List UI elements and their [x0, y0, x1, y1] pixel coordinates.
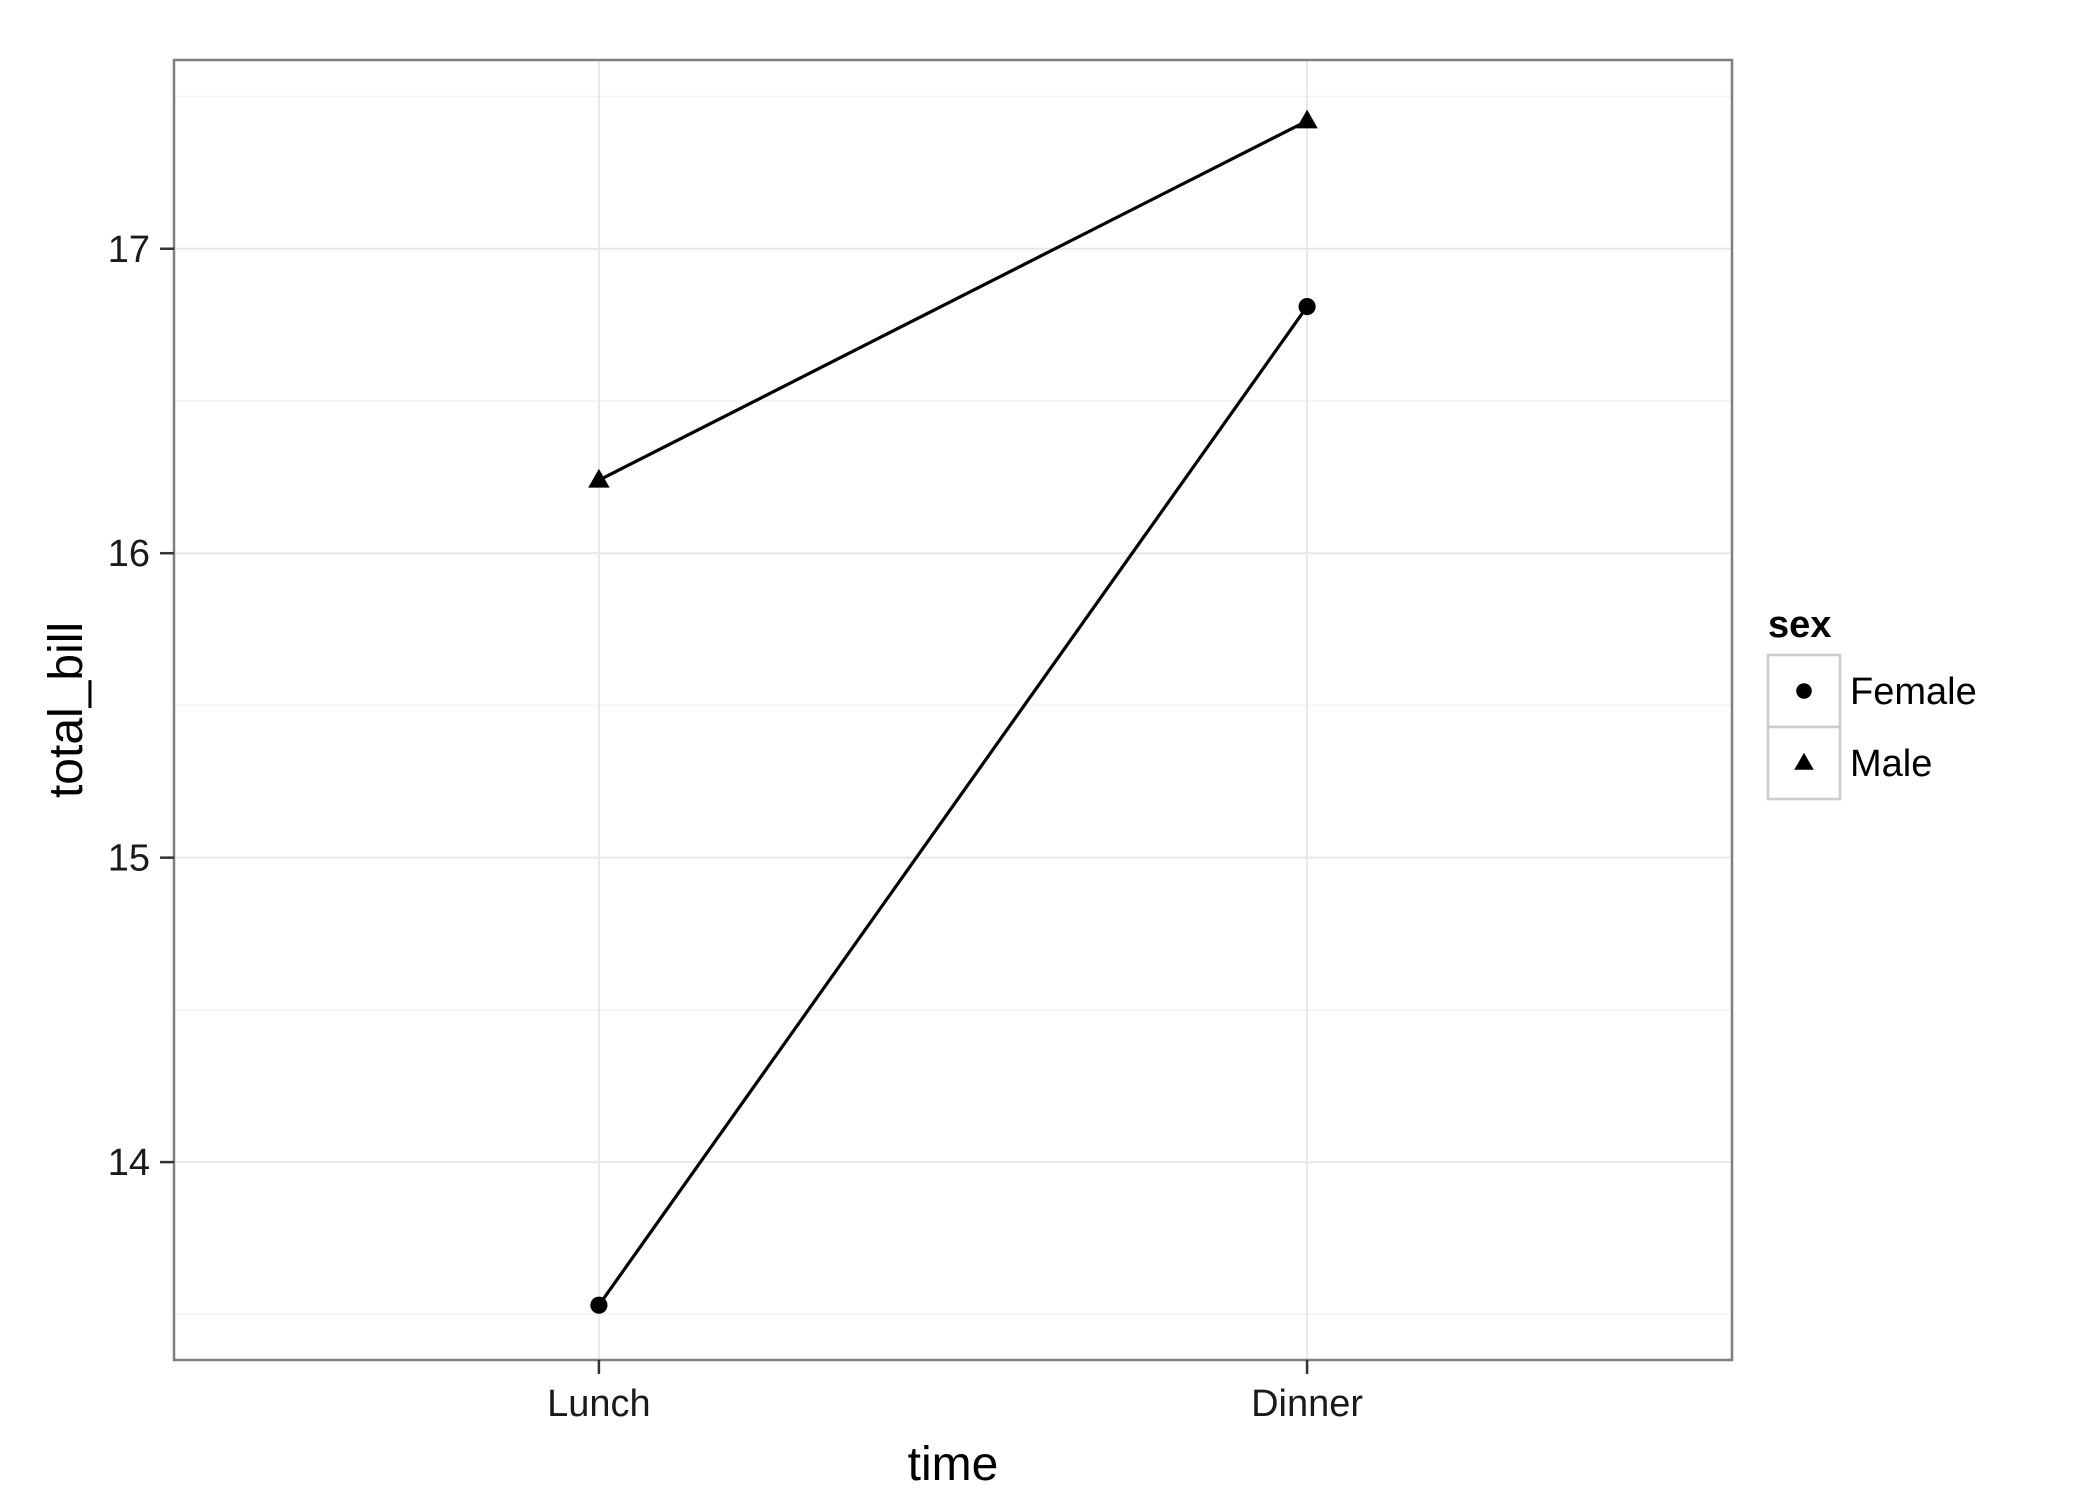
- x-tick-label: Lunch: [547, 1383, 651, 1425]
- y-tick-label: 17: [108, 229, 150, 271]
- minor-gridlines: [174, 95, 1732, 1316]
- legend-label-male: Male: [1850, 743, 1932, 785]
- x-axis-title: time: [908, 1438, 999, 1491]
- legend-label-female: Female: [1850, 671, 1977, 713]
- data-point-female: [590, 1296, 608, 1314]
- y-tick-label: 15: [108, 838, 150, 880]
- axis-ticks: [160, 247, 1309, 1374]
- series-line-male: [598, 119, 1308, 482]
- data-point-female: [1298, 298, 1316, 316]
- series-layer: [588, 109, 1318, 1314]
- y-tick-label: 14: [108, 1142, 150, 1184]
- legend-title: sex: [1768, 604, 1831, 646]
- major-gridlines: [174, 60, 1732, 1360]
- x-tick-label: Dinner: [1251, 1383, 1363, 1425]
- legend-symbol-male: [1794, 752, 1814, 770]
- legend-item-female: Female: [1766, 653, 1977, 729]
- plot-panel-border: [172, 58, 1734, 1362]
- y-tick-label: 16: [108, 533, 150, 575]
- data-point-male: [1296, 109, 1318, 129]
- legend-items: Female Male: [1766, 653, 1977, 801]
- legend-symbol-female: [1796, 683, 1812, 699]
- tick-labels: 14 15 16 17 Lunch Dinner: [108, 229, 1364, 1425]
- series-female: [590, 298, 1316, 1314]
- legend: sex Female Male: [1766, 604, 1977, 801]
- series-male: [588, 109, 1318, 488]
- series-line-female: [597, 305, 1309, 1307]
- legend-item-male: Male: [1766, 725, 1932, 801]
- y-axis-title: total_bill: [40, 622, 93, 798]
- data-point-male: [588, 468, 610, 488]
